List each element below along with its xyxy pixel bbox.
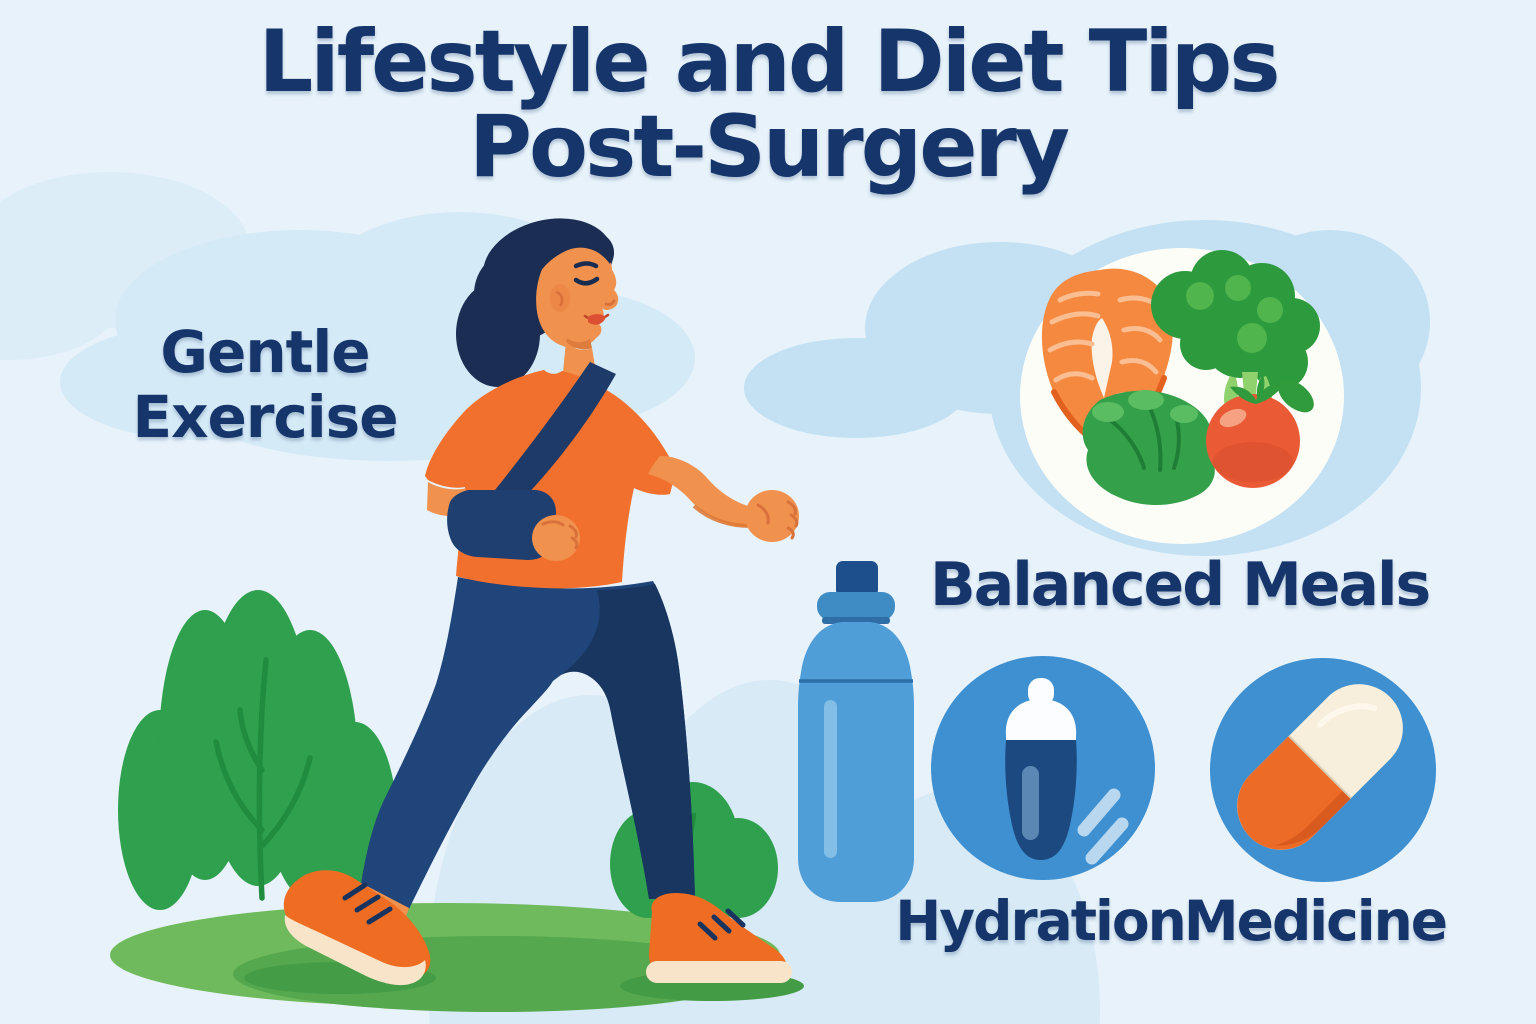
front-shoe (283, 870, 431, 986)
label-medicine: Medicine (1183, 889, 1448, 953)
water-bottle-icon (798, 561, 914, 902)
page-title-line-2: Post-Surgery (468, 97, 1070, 198)
label-gentle-exercise-line-1: Gentle (160, 318, 370, 386)
right-fist-knuckles (756, 500, 799, 540)
walking-woman-arm-sling-illustration (283, 218, 799, 986)
sling-fist-knuckles (541, 520, 579, 550)
forearm-shadow (692, 504, 751, 528)
jaw-shadow (566, 338, 592, 350)
medicine-capsule-badge-icon (1210, 658, 1436, 882)
sling-fist (532, 515, 580, 561)
label-hydration: Hydration (895, 889, 1187, 953)
leafy-greens (1082, 379, 1314, 505)
tomato (1206, 375, 1300, 488)
page-title: Lifestyle and Diet Tips Post-Surgery (0, 12, 1536, 198)
label-gentle-exercise: Gentle Exercise (55, 320, 475, 450)
lips (588, 314, 606, 325)
ear (550, 284, 570, 312)
hair-fringe (540, 237, 611, 272)
sling-strap (488, 362, 616, 522)
plate-of-food-icon (1020, 248, 1344, 544)
label-gentle-exercise-line-2: Exercise (132, 382, 398, 451)
page-title-line-1: Lifestyle and Diet Tips (258, 12, 1280, 112)
pants-back-leg-shade (553, 584, 695, 899)
label-balanced-meals: Balanced Meals (930, 550, 1431, 620)
arm-cast (447, 490, 556, 560)
right-arm (648, 456, 754, 527)
back-shoe (646, 893, 792, 983)
hydration-bottle-badge-icon (931, 656, 1155, 880)
right-fist (745, 490, 799, 542)
